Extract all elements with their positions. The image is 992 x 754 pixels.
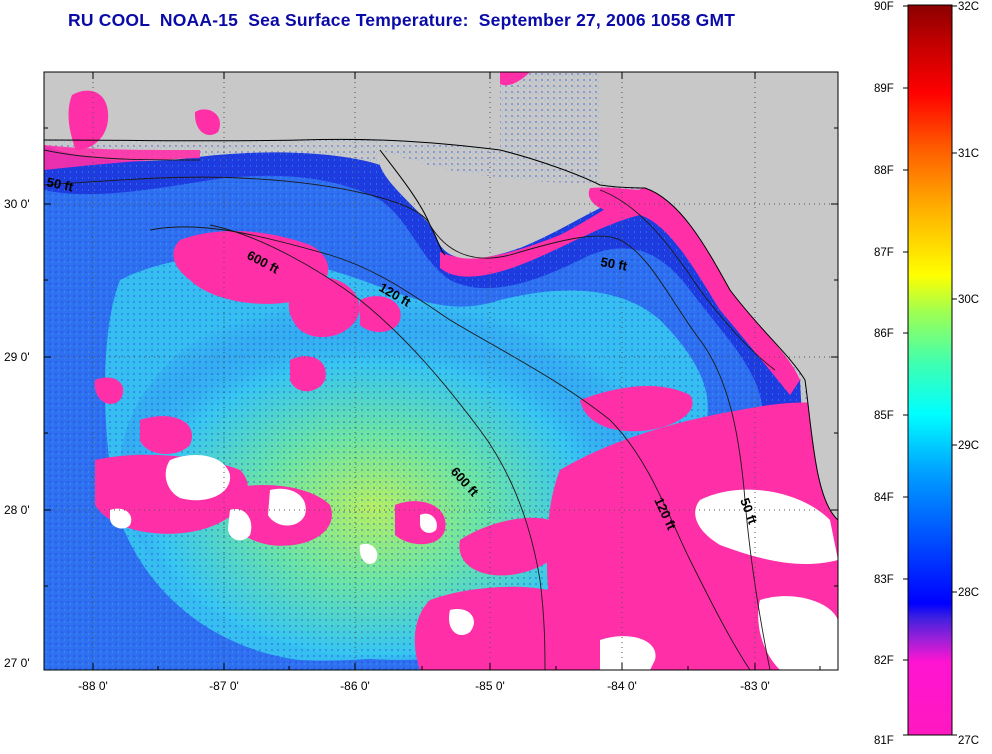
celsius-label: 32C [958,1,979,13]
fahrenheit-label: 86F [874,328,894,340]
map-title: RU COOL NOAA-15 Sea Surface Temperature:… [68,10,736,30]
celsius-label: 29C [958,440,979,452]
lon-label: -85 0' [475,679,505,693]
celsius-label: 31C [958,148,979,160]
lat-label: 28 0' [4,503,30,517]
fahrenheit-label: 90F [874,1,894,13]
lon-label: -83 0' [740,679,770,693]
celsius-label: 27C [958,735,979,747]
fahrenheit-label: 87F [874,247,894,259]
fahrenheit-label: 88F [874,165,894,177]
fahrenheit-label: 82F [874,655,894,667]
color-bar-gradient [907,4,953,736]
contour-label: 50 ft [45,174,75,194]
lat-label: 29 0' [4,350,30,364]
coastal-cold-band [440,188,800,395]
lon-label: -84 0' [607,679,637,693]
lon-label: -86 0' [340,679,370,693]
depth-contours [44,149,776,670]
lat-label: 30 0' [4,197,30,211]
lon-label: -87 0' [209,679,239,693]
lon-label: -88 0' [78,679,108,693]
fahrenheit-label: 84F [874,492,894,504]
fahrenheit-label: 83F [874,574,894,586]
coastline [44,138,838,521]
color-bar-ticks [903,5,957,736]
fahrenheit-label: 85F [874,410,894,422]
lat-label: 27 0' [4,656,30,670]
contour-label: 50 ft [599,254,629,274]
fahrenheit-label: 81F [874,735,894,747]
fahrenheit-label: 89F [874,83,894,95]
axis-ticks [44,72,838,670]
celsius-label: 30C [958,294,979,306]
celsius-label: 28C [958,587,979,599]
color-bar: 90F 89F 88F 87F 86F 85F 84F 83F 82F 81F … [874,1,979,747]
map-imagery: 50 ft 600 ft 120 ft 50 ft 600 ft 120 ft … [44,72,838,670]
map-frame [43,71,839,671]
cloud-patches [110,455,838,670]
